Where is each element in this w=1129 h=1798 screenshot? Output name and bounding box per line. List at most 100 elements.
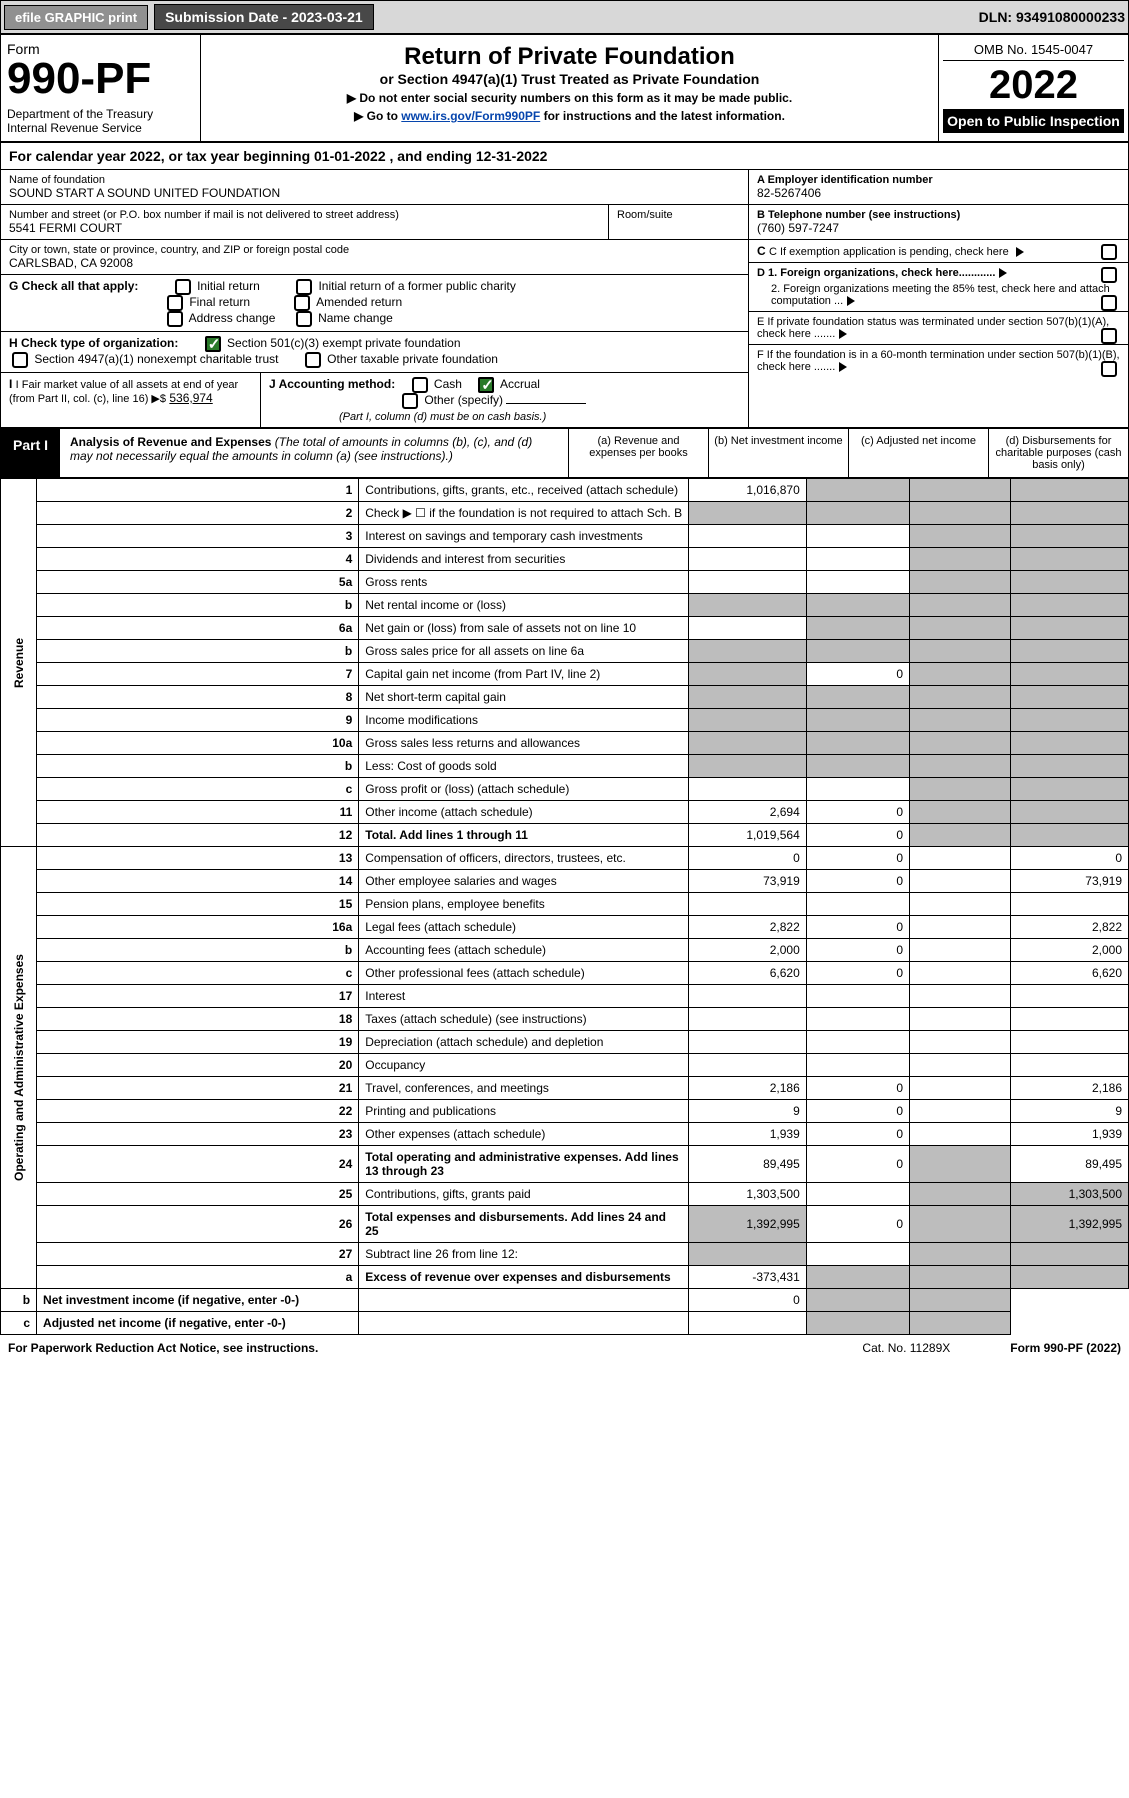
ein-label: A Employer identification number xyxy=(757,174,1120,186)
table-row: bNet rental income or (loss) xyxy=(1,594,1129,617)
dept: Department of the Treasury Internal Reve… xyxy=(7,107,194,135)
footer-right: Form 990-PF (2022) xyxy=(1010,1341,1121,1355)
dln: DLN: 93491080000233 xyxy=(979,9,1125,25)
table-row: 25Contributions, gifts, grants paid1,303… xyxy=(1,1183,1129,1206)
arrow-icon xyxy=(1016,247,1024,257)
calendar-year: For calendar year 2022, or tax year begi… xyxy=(0,142,1129,170)
org-name: SOUND START A SOUND UNITED FOUNDATION xyxy=(9,186,740,200)
col-d: (d) Disbursements for charitable purpose… xyxy=(988,429,1128,477)
table-row: bLess: Cost of goods sold xyxy=(1,755,1129,778)
phone: (760) 597-7247 xyxy=(757,221,1120,235)
part1-header: Part I Analysis of Revenue and Expenses … xyxy=(0,428,1129,478)
table-row: 4Dividends and interest from securities xyxy=(1,548,1129,571)
table-row: 23Other expenses (attach schedule)1,9390… xyxy=(1,1123,1129,1146)
form-subtitle: or Section 4947(a)(1) Trust Treated as P… xyxy=(209,71,930,87)
arrow-icon xyxy=(999,268,1007,278)
table-row: 24Total operating and administrative exp… xyxy=(1,1146,1129,1183)
instr1: ▶ Do not enter social security numbers o… xyxy=(209,91,930,105)
col-b: (b) Net investment income xyxy=(708,429,848,477)
table-row: 12Total. Add lines 1 through 111,019,564… xyxy=(1,824,1129,847)
instr-link[interactable]: www.irs.gov/Form990PF xyxy=(401,109,540,123)
col-a: (a) Revenue and expenses per books xyxy=(568,429,708,477)
g-checks: G Check all that apply: Initial return I… xyxy=(1,275,748,332)
table-row: 11Other income (attach schedule)2,6940 xyxy=(1,801,1129,824)
table-row: 16aLegal fees (attach schedule)2,82202,8… xyxy=(1,916,1129,939)
cb-f[interactable] xyxy=(1101,361,1117,377)
form-number: 990-PF xyxy=(7,57,194,101)
table-row: Operating and Administrative Expenses13C… xyxy=(1,847,1129,870)
table-row: cOther professional fees (attach schedul… xyxy=(1,962,1129,985)
submission-btn[interactable]: Submission Date - 2023-03-21 xyxy=(154,4,374,30)
arrow-icon xyxy=(839,362,847,372)
omb: OMB No. 1545-0047 xyxy=(943,39,1124,61)
col-c: (c) Adjusted net income xyxy=(848,429,988,477)
table-row: 2Check ▶ ☐ if the foundation is not requ… xyxy=(1,502,1129,525)
table-row: 9Income modifications xyxy=(1,709,1129,732)
table-row: 3Interest on savings and temporary cash … xyxy=(1,525,1129,548)
cb-4947[interactable] xyxy=(12,352,28,368)
tax-year: 2022 xyxy=(943,61,1124,109)
efile-btn[interactable]: efile GRAPHIC print xyxy=(4,5,148,30)
table-row: 20Occupancy xyxy=(1,1054,1129,1077)
top-bar: efile GRAPHIC print Submission Date - 20… xyxy=(0,0,1129,34)
cb-initial[interactable] xyxy=(175,279,191,295)
footer: For Paperwork Reduction Act Notice, see … xyxy=(0,1335,1129,1361)
cb-addrchg[interactable] xyxy=(167,311,183,327)
cb-namechg[interactable] xyxy=(296,311,312,327)
table-row: Revenue1Contributions, gifts, grants, et… xyxy=(1,479,1129,502)
table-row: 8Net short-term capital gain xyxy=(1,686,1129,709)
table-row: aExcess of revenue over expenses and dis… xyxy=(1,1266,1129,1289)
room-label: Room/suite xyxy=(617,209,740,221)
ein: 82-5267406 xyxy=(757,186,1120,200)
cb-amended[interactable] xyxy=(294,295,310,311)
h-checks: H Check type of organization: Section 50… xyxy=(1,332,748,373)
table-row: 26Total expenses and disbursements. Add … xyxy=(1,1206,1129,1243)
table-row: cGross profit or (loss) (attach schedule… xyxy=(1,778,1129,801)
name-label: Name of foundation xyxy=(9,174,740,186)
table-row: 22Printing and publications909 xyxy=(1,1100,1129,1123)
cb-other-acc[interactable] xyxy=(402,393,418,409)
table-row: cAdjusted net income (if negative, enter… xyxy=(1,1312,1129,1335)
table-row: 27Subtract line 26 from line 12: xyxy=(1,1243,1129,1266)
table-row: 18Taxes (attach schedule) (see instructi… xyxy=(1,1008,1129,1031)
org-addr: 5541 FERMI COURT xyxy=(9,221,600,235)
org-info: Name of foundation SOUND START A SOUND U… xyxy=(0,170,1129,428)
cb-501c3[interactable] xyxy=(205,336,221,352)
form-header: Form 990-PF Department of the Treasury I… xyxy=(0,34,1129,142)
part1-table: Revenue1Contributions, gifts, grants, et… xyxy=(0,478,1129,1335)
cb-d2[interactable] xyxy=(1101,295,1117,311)
cb-former[interactable] xyxy=(296,279,312,295)
table-row: 14Other employee salaries and wages73,91… xyxy=(1,870,1129,893)
table-row: 21Travel, conferences, and meetings2,186… xyxy=(1,1077,1129,1100)
part-label: Part I xyxy=(1,429,60,477)
table-row: 15Pension plans, employee benefits xyxy=(1,893,1129,916)
addr-label: Number and street (or P.O. box number if… xyxy=(9,209,600,221)
cb-c[interactable] xyxy=(1101,244,1117,260)
table-row: 10aGross sales less returns and allowanc… xyxy=(1,732,1129,755)
c-check: C C If exemption application is pending,… xyxy=(749,240,1128,263)
org-city: CARLSBAD, CA 92008 xyxy=(9,256,740,270)
phone-label: B Telephone number (see instructions) xyxy=(757,209,1120,221)
table-row: 7Capital gain net income (from Part IV, … xyxy=(1,663,1129,686)
cb-final[interactable] xyxy=(167,295,183,311)
footer-mid: Cat. No. 11289X xyxy=(862,1341,950,1355)
arrow-icon xyxy=(839,329,847,339)
instr2: ▶ Go to www.irs.gov/Form990PF for instru… xyxy=(209,109,930,123)
table-row: 5aGross rents xyxy=(1,571,1129,594)
city-label: City or town, state or province, country… xyxy=(9,244,740,256)
cb-cash[interactable] xyxy=(412,377,428,393)
table-row: 6aNet gain or (loss) from sale of assets… xyxy=(1,617,1129,640)
footer-left: For Paperwork Reduction Act Notice, see … xyxy=(8,1341,318,1355)
revenue-label: Revenue xyxy=(1,479,37,847)
table-row: bGross sales price for all assets on lin… xyxy=(1,640,1129,663)
cb-e[interactable] xyxy=(1101,328,1117,344)
table-row: bAccounting fees (attach schedule)2,0000… xyxy=(1,939,1129,962)
cb-other-tax[interactable] xyxy=(305,352,321,368)
arrow-icon xyxy=(847,296,855,306)
fmv-value: 536,974 xyxy=(169,391,212,405)
inspection: Open to Public Inspection xyxy=(943,109,1124,133)
cb-d1[interactable] xyxy=(1101,267,1117,283)
cb-accrual[interactable] xyxy=(478,377,494,393)
table-row: 17Interest xyxy=(1,985,1129,1008)
form-title: Return of Private Foundation xyxy=(209,43,930,71)
